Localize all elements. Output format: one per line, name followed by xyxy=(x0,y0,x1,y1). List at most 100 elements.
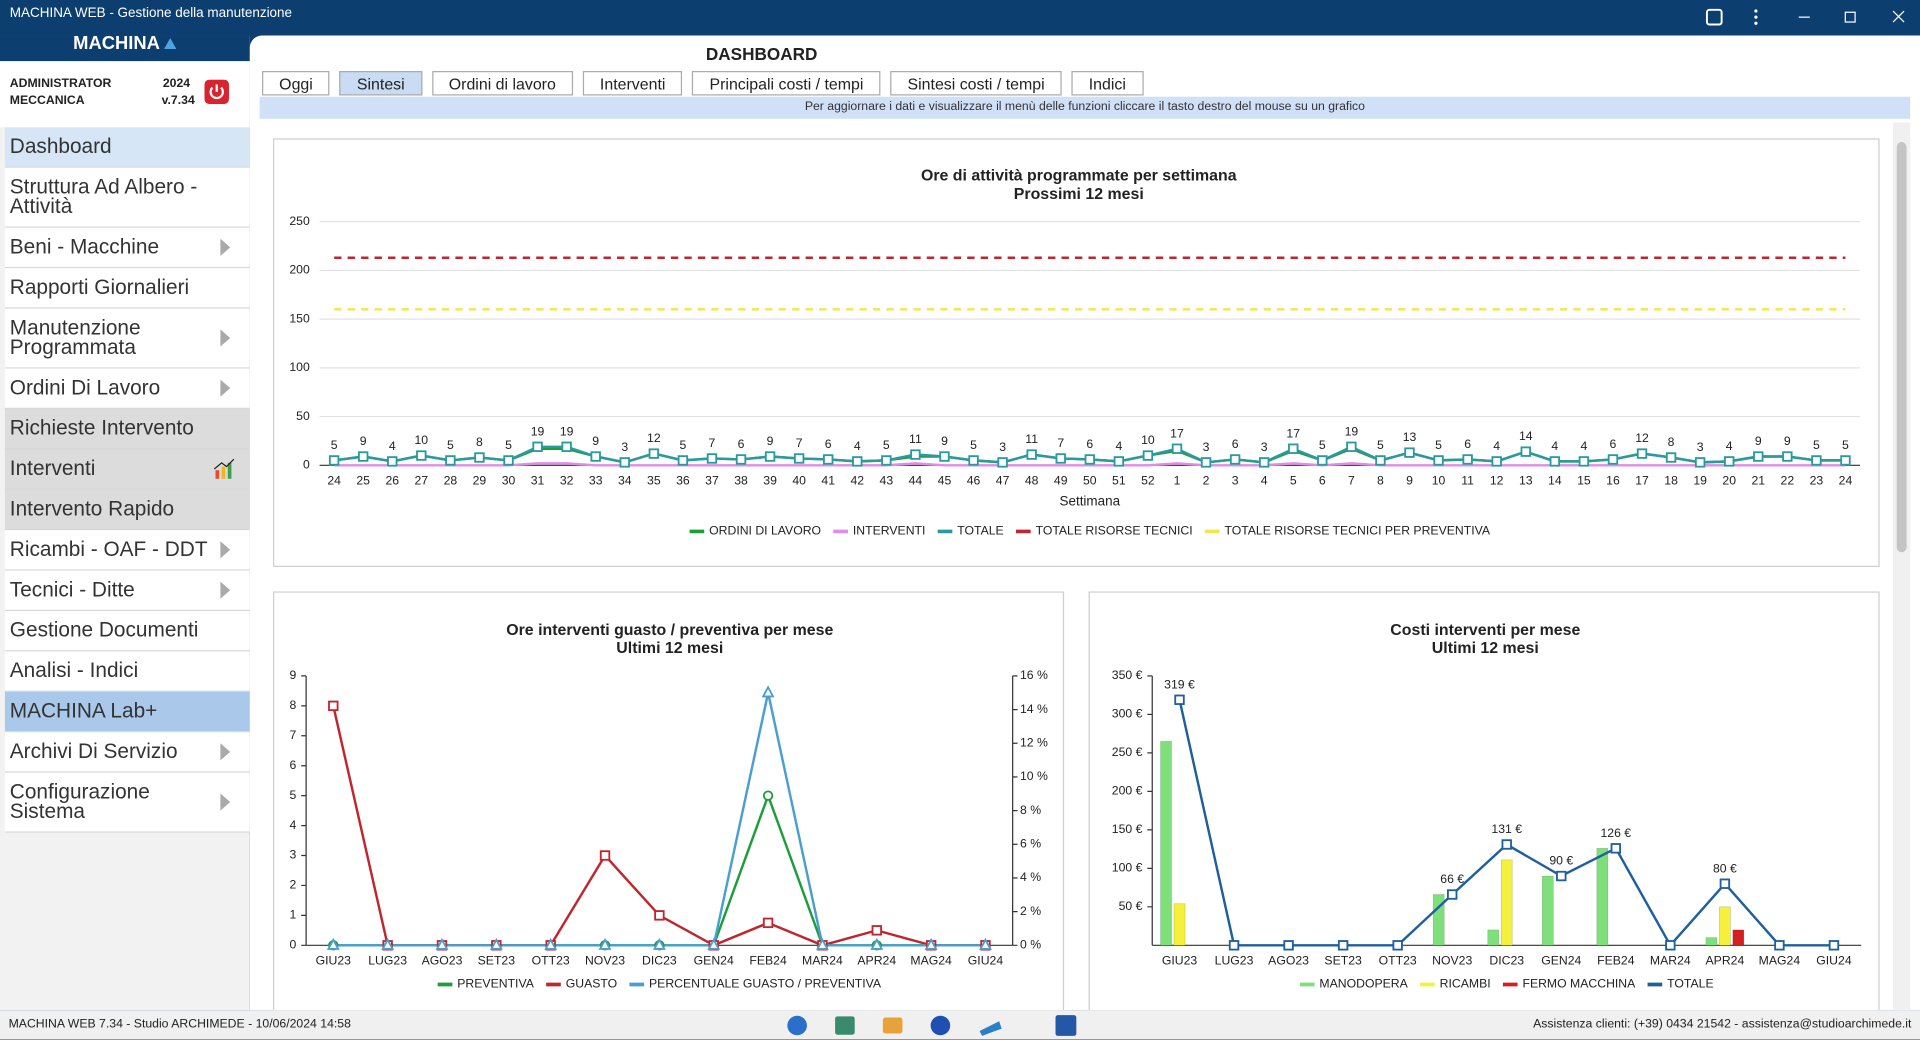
data-label: 19 xyxy=(531,424,545,438)
tab[interactable]: Sintesi xyxy=(339,71,422,96)
extension-icon[interactable] xyxy=(1705,8,1723,26)
submenu-arrow[interactable] xyxy=(220,581,231,599)
menu-item[interactable]: Archivi Di Servizio xyxy=(4,732,250,773)
menu-item[interactable]: Richieste Intervento xyxy=(4,408,250,450)
menu-label[interactable]: Tecnici - Ditte xyxy=(9,577,135,602)
marker xyxy=(677,455,689,466)
marker xyxy=(532,441,543,452)
icon-trend[interactable] xyxy=(213,458,235,470)
menu-dot[interactable] xyxy=(1754,21,1758,25)
scrollbar[interactable] xyxy=(1893,122,1911,1011)
tab[interactable]: Oggi xyxy=(262,71,330,96)
marker xyxy=(1113,456,1125,467)
legend-item: RICAMBI xyxy=(1420,977,1491,991)
menu-label[interactable]: Beni - Macchine xyxy=(9,235,160,259)
menu-item[interactable]: Manutenzione Programmata xyxy=(4,308,250,369)
tab[interactable]: Ordini di lavoro xyxy=(431,71,573,96)
menu-label[interactable]: Richieste Intervento xyxy=(9,416,194,440)
y-tick-label: 3 xyxy=(290,848,297,862)
menu-dot[interactable] xyxy=(1754,15,1758,19)
x-tick-label: MAG24 xyxy=(910,953,952,967)
app-icon[interactable] xyxy=(835,1016,855,1035)
status-icons[interactable] xyxy=(784,1014,1078,1037)
tab[interactable]: Sintesi costi / tempi xyxy=(890,71,1062,96)
window-controls[interactable] xyxy=(1690,0,1920,36)
menu-label[interactable]: Ricambi - OAF - DDT xyxy=(9,537,208,561)
menu-item[interactable]: Tecnici - Ditte xyxy=(4,570,250,612)
menu-dot[interactable] xyxy=(1754,9,1758,13)
chart-panel[interactable]: Costi interventi per mese Ultimi 12 mesi 5… xyxy=(1088,591,1881,1011)
submenu-arrow[interactable] xyxy=(220,329,231,347)
submenu-arrow[interactable] xyxy=(220,238,231,256)
submenu-arrow[interactable] xyxy=(220,793,231,811)
menu-label[interactable]: Archivi Di Servizio xyxy=(9,739,178,763)
y-tick-label: 350 € xyxy=(1112,668,1143,682)
menu-label[interactable]: MACHINA Lab+ xyxy=(9,699,158,723)
submenu-arrow[interactable] xyxy=(220,743,231,761)
menu-label[interactable]: Interventi xyxy=(9,456,96,481)
tab[interactable]: Indici xyxy=(1071,71,1144,96)
marker xyxy=(445,455,456,466)
marker xyxy=(881,455,892,466)
chart[interactable]: Ore interventi guasto / preventiva per m… xyxy=(274,593,1065,1011)
menu-item[interactable]: Gestione Documenti xyxy=(4,611,250,652)
menu-item[interactable]: Rapporti Giornalieri xyxy=(4,268,250,309)
tab[interactable]: Principali costi / tempi xyxy=(692,71,881,96)
menu-item[interactable]: Dashboard xyxy=(4,127,250,168)
menu-item[interactable]: Configurazione Sistema xyxy=(4,772,250,833)
menu-label[interactable]: Intervento Rapido xyxy=(9,497,175,521)
chart-panel[interactable]: Ore di attività programmate per settiman… xyxy=(273,138,1880,567)
menu-item[interactable]: Struttura Ad Albero - Attività xyxy=(4,167,250,228)
data-label: 4 xyxy=(1726,439,1733,453)
close[interactable] xyxy=(1892,10,1905,23)
submenu-arrow[interactable] xyxy=(220,541,231,559)
app-icon[interactable] xyxy=(1055,1015,1077,1036)
menu-label[interactable]: Ordini Di Lavoro xyxy=(9,375,161,400)
menu-label[interactable]: Dashboard xyxy=(9,134,112,158)
marker xyxy=(870,937,884,950)
app-icon[interactable] xyxy=(979,1021,1002,1036)
app-icon[interactable] xyxy=(787,1015,807,1036)
icon-bar[interactable] xyxy=(215,470,220,479)
tab[interactable]: Interventi xyxy=(582,71,683,96)
y-tick-label: 250 xyxy=(289,214,310,228)
power-icon[interactable] xyxy=(209,86,224,100)
menu-label[interactable]: Manutenzione Programmata xyxy=(9,315,141,359)
data-label: 17 xyxy=(1170,426,1184,440)
menu-item[interactable]: Beni - Macchine xyxy=(4,227,250,269)
menu-item[interactable]: MACHINA Lab+ xyxy=(4,691,250,733)
menu-label[interactable]: Analisi - Indici xyxy=(9,658,139,683)
data-label: 9 xyxy=(1784,434,1791,448)
menu-item[interactable]: Intervento Rapido xyxy=(4,489,250,531)
menu-item[interactable]: Ordini Di Lavoro xyxy=(4,368,250,409)
menu: Dashboard Struttura Ad Albero - Attività B… xyxy=(4,127,250,833)
icon-bar[interactable] xyxy=(221,466,226,479)
submenu-arrow[interactable] xyxy=(220,379,231,397)
data-label: 5 xyxy=(1842,438,1849,452)
icon-bar[interactable] xyxy=(227,462,232,479)
title-bar: MACHINA WEB - Gestione della manutenzion… xyxy=(0,0,1920,36)
menu-item[interactable]: Analisi - Indici xyxy=(4,651,250,692)
chart-panel[interactable]: Ore interventi guasto / preventiva per m… xyxy=(273,591,1065,1011)
logout-bg[interactable] xyxy=(204,79,229,105)
menu-label[interactable]: Gestione Documenti xyxy=(9,618,199,642)
x-tick-label: 17 xyxy=(1635,473,1649,487)
menu-item[interactable]: Ricambi - OAF - DDT xyxy=(4,530,250,571)
data-label: 5 xyxy=(1377,438,1384,452)
x-tick-label: 47 xyxy=(996,473,1010,487)
logout-button[interactable] xyxy=(204,79,229,105)
data-label: 80 € xyxy=(1713,861,1737,875)
x-tick-label: 7 xyxy=(1348,473,1355,487)
y2-tick-label: 4 % xyxy=(1020,870,1041,884)
menu-label[interactable]: Struttura Ad Albero - Attività xyxy=(9,175,198,218)
menu-item[interactable]: Interventi xyxy=(4,449,250,490)
menu-icon[interactable] xyxy=(213,458,235,480)
restore[interactable] xyxy=(1844,11,1856,23)
app-icon[interactable] xyxy=(930,1015,951,1036)
menu-label[interactable]: Configurazione Sistema xyxy=(9,780,150,823)
scroll-thumb[interactable] xyxy=(1896,142,1907,553)
app-icon[interactable] xyxy=(882,1017,903,1034)
chart[interactable]: Ore di attività programmate per settiman… xyxy=(274,140,1881,569)
menu-label[interactable]: Rapporti Giornalieri xyxy=(9,275,190,299)
